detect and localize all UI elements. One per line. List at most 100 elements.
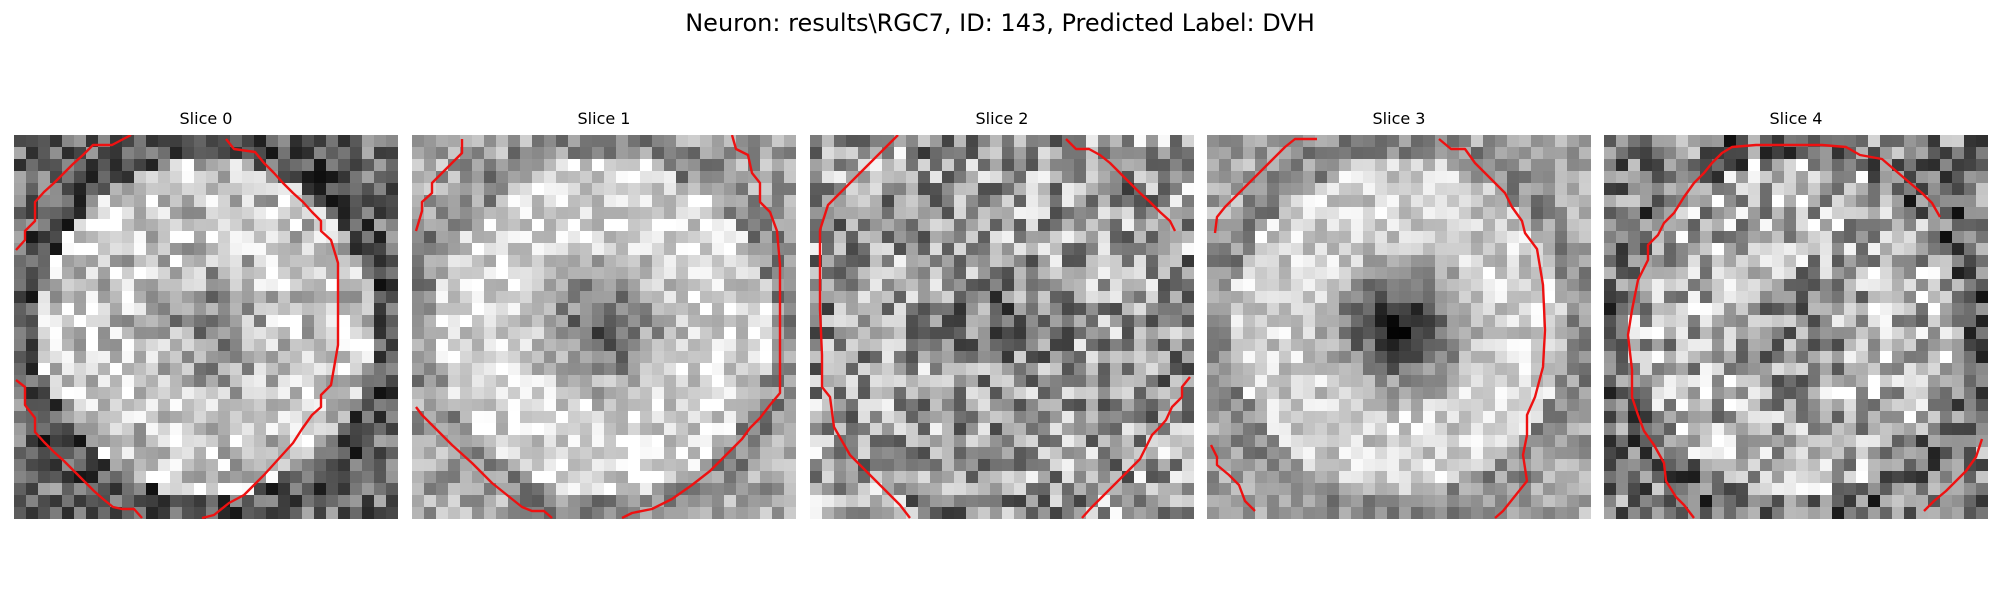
pixel (990, 411, 1003, 424)
pixel (1940, 267, 1953, 280)
pixel (266, 351, 279, 364)
pixel (1158, 483, 1171, 496)
pixel (918, 351, 931, 364)
pixel (1459, 303, 1472, 316)
pixel (1604, 387, 1617, 400)
slice-title: Slice 0 (179, 109, 233, 128)
pixel (1952, 171, 1965, 184)
pixel (990, 471, 1003, 484)
pixel (508, 375, 521, 388)
pixel (1423, 195, 1436, 208)
pixel (700, 411, 713, 424)
pixel (1796, 387, 1809, 400)
pixel (616, 495, 629, 508)
pixel (350, 159, 363, 172)
pixel (1628, 219, 1641, 232)
pixel (1808, 243, 1821, 256)
pixel (1519, 339, 1532, 352)
pixel (1832, 267, 1845, 280)
pixel (1002, 387, 1015, 400)
pixel (194, 279, 207, 292)
pixel (302, 363, 315, 376)
pixel (26, 279, 39, 292)
pixel (1303, 303, 1316, 316)
pixel (38, 375, 51, 388)
pixel (1772, 159, 1785, 172)
pixel (532, 195, 545, 208)
pixel (748, 459, 761, 472)
slice-image (1604, 135, 1988, 519)
pixel (712, 459, 725, 472)
pixel (1604, 339, 1617, 352)
pixel (1074, 279, 1087, 292)
pixel (1832, 399, 1845, 412)
pixel (1435, 195, 1448, 208)
pixel (1844, 315, 1857, 328)
pixel (1940, 411, 1953, 424)
pixel (1050, 291, 1063, 304)
pixel (870, 507, 883, 519)
pixel (1519, 399, 1532, 412)
pixel (242, 411, 255, 424)
pixel (1339, 231, 1352, 244)
pixel (700, 375, 713, 388)
pixel (810, 339, 823, 352)
pixel (362, 303, 375, 316)
pixel (1351, 231, 1364, 244)
pixel (1002, 303, 1015, 316)
pixel (182, 303, 195, 316)
pixel (930, 411, 943, 424)
pixel (1074, 435, 1087, 448)
pixel (1014, 279, 1027, 292)
pixel (110, 327, 123, 340)
pixel (496, 363, 509, 376)
pixel (1146, 159, 1159, 172)
pixel (1964, 339, 1977, 352)
pixel (1146, 339, 1159, 352)
pixel (1074, 171, 1087, 184)
pixel (412, 423, 425, 436)
pixel (1146, 255, 1159, 268)
pixel (1062, 339, 1075, 352)
pixel (1652, 267, 1665, 280)
pixel (1700, 267, 1713, 280)
pixel (110, 339, 123, 352)
pixel (1916, 423, 1929, 436)
pixel (942, 363, 955, 376)
pixel (1062, 183, 1075, 196)
pixel (700, 195, 713, 208)
pixel (1074, 411, 1087, 424)
pixel (1098, 387, 1111, 400)
pixel (736, 483, 749, 496)
pixel (772, 255, 785, 268)
pixel (242, 315, 255, 328)
pixel (472, 315, 485, 328)
pixel (1616, 171, 1629, 184)
pixel (822, 327, 835, 340)
pixel (1555, 183, 1568, 196)
pixel (424, 267, 437, 280)
pixel (14, 243, 27, 256)
pixel (386, 327, 398, 340)
pixel (1050, 435, 1063, 448)
pixel (628, 495, 641, 508)
pixel (942, 279, 955, 292)
pixel (822, 255, 835, 268)
pixel (362, 339, 375, 352)
pixel (1303, 351, 1316, 364)
pixel (942, 339, 955, 352)
pixel (146, 207, 159, 220)
pixel (1014, 135, 1027, 148)
pixel (712, 291, 725, 304)
pixel (1567, 303, 1580, 316)
pixel (1519, 171, 1532, 184)
pixel (1724, 255, 1737, 268)
pixel (182, 435, 195, 448)
pixel (748, 195, 761, 208)
pixel (1567, 423, 1580, 436)
pixel (1134, 195, 1147, 208)
pixel (314, 279, 327, 292)
pixel (1158, 231, 1171, 244)
pixel (870, 267, 883, 280)
pixel (1182, 459, 1194, 472)
